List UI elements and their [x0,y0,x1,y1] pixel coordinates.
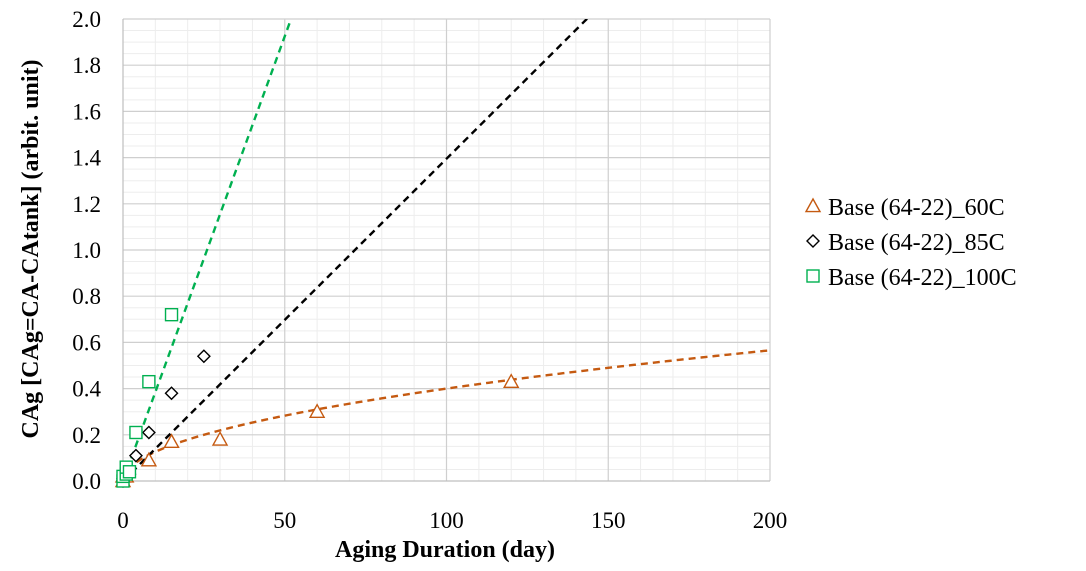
legend-marker [804,197,822,213]
y-tick-label: 0.2 [72,423,101,448]
data-point [128,448,143,463]
y-tick-label: 0.0 [72,469,101,494]
trendline [123,349,770,481]
x-tick-label: 0 [117,508,129,533]
y-tick-label: 2.0 [72,7,101,32]
data-point [308,403,326,418]
data-point [196,349,211,364]
legend-label: Base (64-22)_85C [828,230,1005,256]
x-tick-label: 100 [429,508,464,533]
data-point [164,307,179,322]
grid [122,18,771,482]
legend-marker [806,234,820,248]
y-tick-label: 0.4 [72,377,101,402]
trendlines [123,19,770,481]
tick-labels: 0 50 100 150 200 0.0 0.2 0.4 0.6 0.8 1.0 1.2 1.4 1.6 1… [72,7,787,533]
data-point [122,465,137,479]
x-tick-label: 50 [273,508,296,533]
data-point [142,374,156,389]
data-point [141,425,156,440]
trendline [123,19,293,481]
data-point [211,430,229,446]
legend-label: Base (64-22)_60C [828,195,1005,221]
x-axis-title: Aging Duration (day) [335,537,555,563]
data-point [503,373,520,388]
legend-label: Base (64-22)_100C [828,265,1017,291]
y-tick-label: 0.6 [72,330,101,355]
legend: Base (64-22)_60C Base (64-22)_85C Base (64… [804,195,1017,291]
y-axis-title: CAg [CAg=CA-CAtank] (arbit. unit) [18,60,44,439]
legend-marker [806,269,820,283]
y-tick-label: 1.8 [72,53,101,78]
y-tick-label: 0.8 [72,284,101,309]
y-tick-label: 1.6 [72,99,101,124]
y-tick-label: 1.4 [72,146,101,171]
data-point [129,425,143,440]
data-points [114,307,520,488]
data-point [163,433,180,449]
data-point [140,451,158,467]
x-tick-label: 150 [591,508,626,533]
y-tick-label: 1.2 [72,192,101,217]
data-point [164,386,179,401]
trendline [123,19,589,481]
y-tick-label: 1.0 [72,238,101,263]
x-tick-label: 200 [753,508,788,533]
